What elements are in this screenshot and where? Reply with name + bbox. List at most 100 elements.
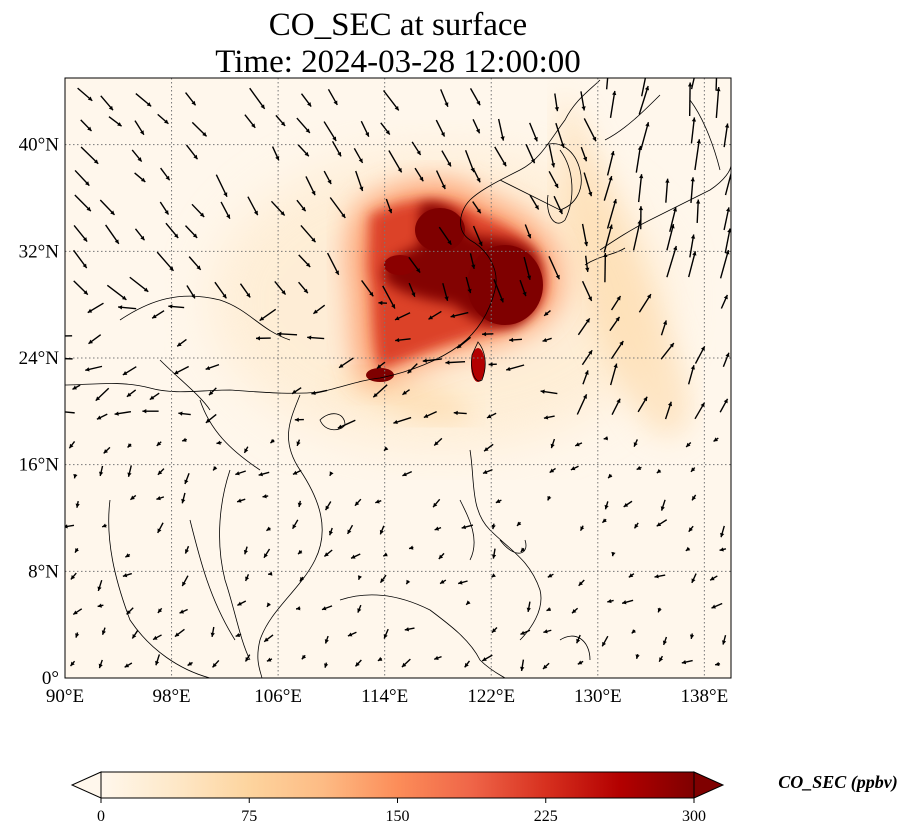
- wind-vector-head: [560, 143, 565, 148]
- wind-vector-head: [716, 87, 721, 92]
- wind-vector-head: [550, 443, 555, 449]
- lon-tick-label: 138°E: [681, 686, 729, 707]
- wind-vector-head: [299, 576, 304, 582]
- wind-vector-head: [491, 554, 497, 559]
- lat-tick-label: 0°: [42, 668, 59, 689]
- wind-vector-head: [434, 441, 439, 446]
- wind-vector-head: [184, 549, 189, 554]
- wind-vector-head: [110, 210, 115, 215]
- wind-vector-shaft: [106, 284, 127, 301]
- wind-vector-head: [262, 494, 267, 499]
- lat-tick-label: 8°N: [28, 561, 59, 582]
- plume-coast-spot: [366, 368, 394, 382]
- wind-vector-head: [88, 339, 93, 344]
- wind-vector-head: [296, 606, 301, 611]
- wind-vector-head: [87, 308, 93, 313]
- wind-vector-head: [672, 207, 678, 212]
- wind-vector-shaft: [690, 177, 694, 204]
- wind-vector-head: [555, 274, 560, 280]
- wind-vector-head: [527, 233, 532, 239]
- wind-vector-head: [266, 526, 271, 531]
- wind-vector-head: [311, 237, 316, 243]
- wind-vector-head: [182, 581, 187, 587]
- wind-vector-head: [692, 251, 697, 256]
- wind-vector-head: [522, 291, 527, 297]
- wind-vector-head: [103, 449, 109, 454]
- wind-vector-head: [700, 402, 705, 408]
- wind-vector-head: [191, 100, 196, 106]
- wind-vector-head: [333, 100, 338, 105]
- wind-vector-head: [226, 214, 230, 219]
- plume-tail-east: [560, 90, 690, 437]
- wind-vector-head: [296, 441, 301, 446]
- plume-taiwan-spot: [471, 348, 485, 382]
- wind-vector-head: [264, 637, 269, 642]
- lon-tick-label: 130°E: [574, 686, 622, 707]
- wind-vector-head: [645, 122, 650, 127]
- colorbar-tick-label: 75: [241, 808, 257, 825]
- wind-vector-head: [164, 210, 169, 215]
- wind-vector-head: [488, 362, 493, 367]
- wind-vector-head: [475, 128, 480, 134]
- wind-vector-head: [121, 295, 127, 300]
- wind-vector-head: [156, 496, 161, 501]
- wind-vector-head: [182, 437, 187, 442]
- wind-vector-shaft: [666, 223, 675, 251]
- wind-vector-head: [619, 340, 624, 346]
- wind-vector-shaft: [605, 78, 609, 90]
- wind-vector-head: [122, 371, 128, 375]
- wind-vector-head: [711, 604, 716, 609]
- wind-vector-head: [725, 352, 730, 358]
- lon-tick-label: 98°E: [152, 686, 190, 707]
- wind-vector-head: [602, 641, 607, 647]
- wind-vector-head: [720, 532, 725, 538]
- lon-tick-label: 114°E: [361, 686, 408, 707]
- map-frame: [64, 77, 732, 679]
- wind-vector-head: [608, 224, 613, 229]
- wind-vector-head: [97, 603, 102, 608]
- wind-vector-head: [542, 337, 547, 343]
- wind-vector-head: [423, 413, 429, 418]
- colorbar-extend-high: [693, 771, 725, 799]
- wind-vector-head: [388, 208, 393, 214]
- wind-vector-head: [453, 410, 458, 416]
- wind-vector-head: [253, 210, 258, 216]
- wind-vector-head: [461, 524, 467, 530]
- wind-vector-head: [73, 474, 78, 479]
- wind-vector-head: [612, 90, 617, 96]
- lat-tick-label: 16°N: [19, 455, 60, 476]
- wind-vector-head: [440, 132, 445, 137]
- wind-vector-head: [165, 175, 170, 181]
- wind-vector-head: [87, 96, 93, 101]
- wind-vector-head: [351, 554, 356, 559]
- wind-vector-head: [146, 102, 152, 107]
- wind-vector-head: [440, 579, 445, 584]
- wind-vector-head: [65, 524, 68, 529]
- wind-vector-head: [324, 639, 329, 644]
- wind-vector-head: [499, 297, 504, 303]
- wind-vector-head: [608, 473, 613, 479]
- wind-vector-shaft: [694, 139, 701, 171]
- wind-vector-head: [292, 470, 298, 475]
- colorbar-tick-label: 150: [386, 808, 410, 825]
- wind-vector-shaft: [665, 178, 669, 203]
- coastline-andaman: [108, 499, 211, 678]
- wind-vector-shaft: [249, 87, 266, 110]
- wind-vector-shaft: [632, 219, 642, 251]
- wind-vector-head: [713, 437, 719, 442]
- wind-vector-head: [584, 370, 589, 375]
- wind-vector-head: [132, 634, 137, 639]
- wind-vector-head: [369, 291, 374, 297]
- wind-vector-head: [633, 442, 638, 447]
- wind-vector-head: [588, 191, 593, 197]
- wind-vector-head: [75, 633, 80, 638]
- wind-vector-head: [517, 521, 522, 526]
- wind-vector-head: [719, 547, 724, 552]
- wind-vector-head: [543, 415, 549, 420]
- wind-vector-head: [152, 314, 157, 319]
- wind-vector-head: [157, 528, 162, 533]
- wind-vector-head: [660, 506, 665, 511]
- wind-vector-head: [509, 337, 514, 343]
- coastline-china: [65, 79, 601, 394]
- wind-vector-head: [615, 316, 620, 322]
